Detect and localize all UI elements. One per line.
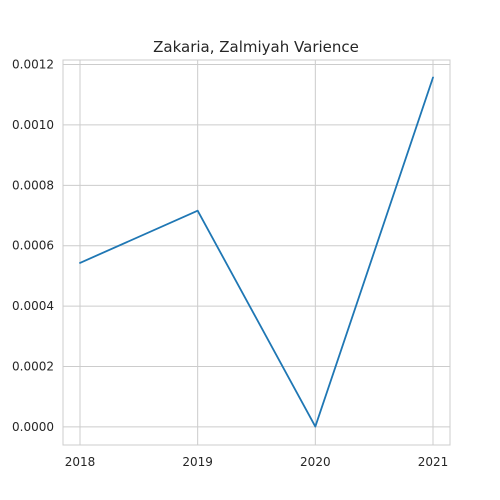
x-axis-ticks: 2018 2019 2020 2021: [65, 455, 449, 469]
y-tick-label: 0.0000: [12, 420, 54, 434]
grid: [63, 60, 450, 445]
series-layer: [79, 76, 434, 428]
y-tick-label: 0.0002: [12, 359, 54, 373]
y-tick-label: 0.0010: [12, 118, 54, 132]
y-tick-label: 0.0006: [12, 239, 54, 253]
chart-title: Zakaria, Zalmiyah Varience: [153, 38, 359, 56]
x-tick-label: 2020: [300, 455, 331, 469]
x-tick-label: 2019: [182, 455, 213, 469]
x-tick-label: 2021: [418, 455, 449, 469]
y-tick-label: 0.0004: [12, 299, 54, 313]
y-tick-label: 0.0012: [12, 58, 54, 72]
x-tick-label: 2018: [65, 455, 96, 469]
y-tick-label: 0.0008: [12, 178, 54, 192]
series-line: [79, 76, 434, 428]
plot-area-frame: [62, 59, 451, 446]
y-axis-ticks: 0.0000 0.0002 0.0004 0.0006 0.0008 0.0010 0.00…: [12, 58, 54, 434]
